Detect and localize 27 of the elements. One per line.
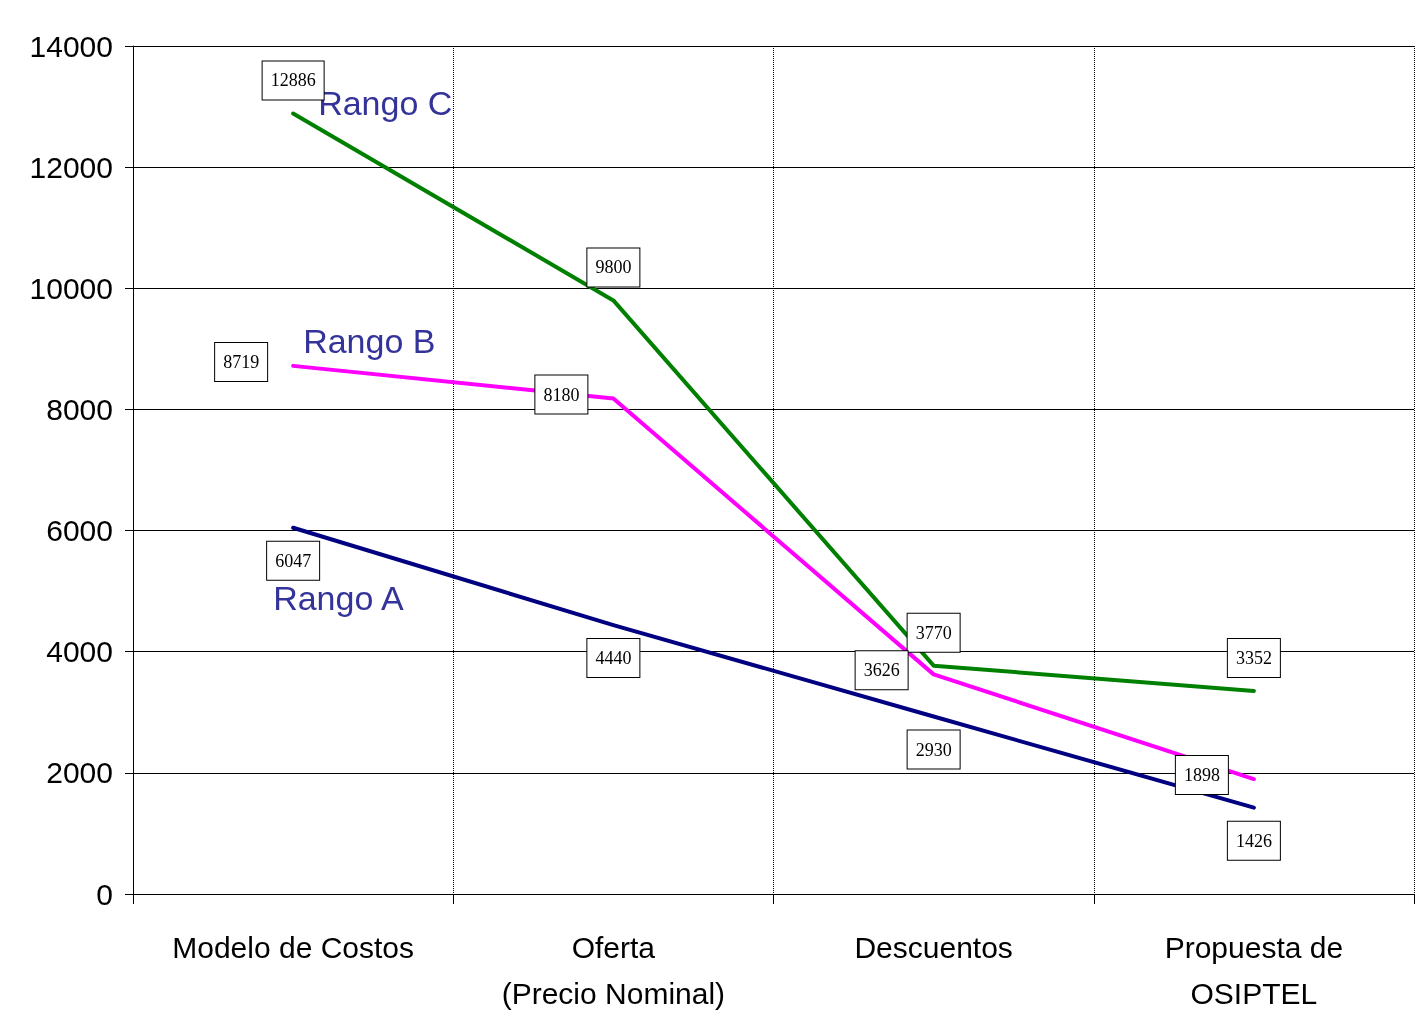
- y-tick-label: 8000: [46, 392, 113, 426]
- series-label: Rango B: [303, 321, 436, 360]
- y-tick-label: 12000: [29, 150, 113, 184]
- x-tick-label: Oferta (Precio Nominal): [501, 930, 726, 1010]
- x-tick-label: Modelo de Costos: [172, 930, 415, 964]
- y-tick-label: 0: [96, 877, 113, 911]
- y-tick-label: 4000: [46, 635, 113, 669]
- y-tick-label: 14000: [29, 29, 113, 63]
- data-label: 2930: [915, 739, 952, 760]
- data-label: 1898: [1183, 765, 1220, 786]
- y-tick-label: 2000: [46, 756, 113, 790]
- data-label: 8719: [223, 351, 260, 372]
- series-label: Rango A: [273, 578, 404, 617]
- series-label: Rango C: [318, 84, 453, 123]
- data-label: 3626: [863, 660, 900, 681]
- data-label: 4440: [595, 648, 632, 669]
- data-label: 8180: [543, 384, 580, 405]
- x-tick-label: Propuesta de OSIPTEL: [1164, 930, 1344, 1010]
- data-label: 6047: [275, 550, 312, 571]
- data-label: 12886: [270, 70, 316, 91]
- data-label: 9800: [595, 257, 632, 278]
- data-label: 1426: [1235, 830, 1272, 851]
- x-tick-label: Descuentos: [854, 930, 1013, 964]
- y-tick-label: 10000: [29, 271, 113, 305]
- data-label: 3352: [1235, 647, 1272, 668]
- y-tick-label: 6000: [46, 514, 113, 548]
- data-label: 3770: [915, 622, 952, 643]
